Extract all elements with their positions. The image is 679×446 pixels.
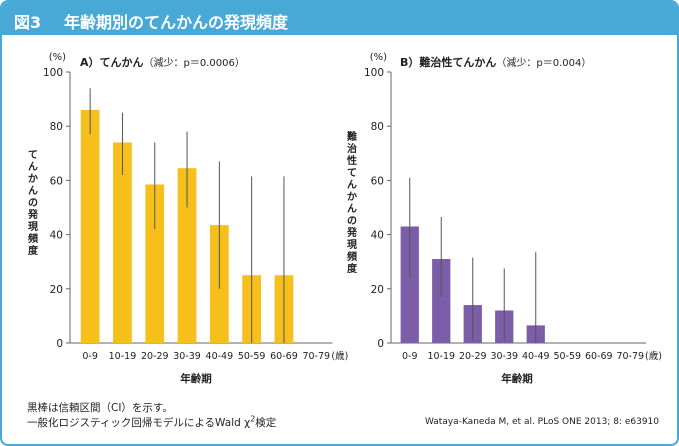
chart-b-y-label-char: 度 xyxy=(347,262,358,275)
chart-b-bar xyxy=(432,258,451,343)
chart-b-y-label-char: か xyxy=(347,191,357,203)
chart-a-x-tick-label: 70-79 xyxy=(302,351,330,362)
chart-b-x-tick-label: 40-49 xyxy=(522,351,550,362)
chart-b-x-tick-label: 0-9 xyxy=(402,351,418,362)
chart-a-x-tick-label: 40-49 xyxy=(206,351,234,362)
chart-b-y-unit: (%) xyxy=(370,52,387,63)
figure-header: 図3 年齢期別のてんかんの発現頻度 xyxy=(2,2,677,35)
test-note-suffix: 検定 xyxy=(255,417,277,429)
chart-b-y-tick-label: 20 xyxy=(371,284,384,296)
test-note: 一般化ロジスティック回帰モデルによるWald χ2検定 xyxy=(27,415,276,430)
chart-b-x-tick-label: 30-39 xyxy=(490,351,518,362)
chart-a-y-label-char: 頻 xyxy=(28,232,38,245)
chart-a-title: A）てんかん（減少：p＝0.0006） xyxy=(80,56,245,69)
chart-b-y-label-char: 発 xyxy=(346,226,358,239)
chart-b-title: B）難治性てんかん（減少：p＝0.004） xyxy=(400,55,591,69)
chart-a-y-tick-label: 80 xyxy=(50,121,63,133)
chart-a-y-label-char: ん xyxy=(28,161,38,173)
chart-a-y-tick-label: 0 xyxy=(56,338,63,350)
chart-a-x-unit: (歳) xyxy=(331,350,348,362)
chart-a-y-label-char: か xyxy=(28,173,38,185)
chart-b-x-label: 年齢期 xyxy=(501,372,533,385)
chart-a-x-tick-label: 60-69 xyxy=(270,351,298,362)
chart-a-x-tick-label: 30-39 xyxy=(173,351,201,362)
chart-a-x-tick-label: 0-9 xyxy=(82,351,98,362)
chart-b-y-tick-label: 100 xyxy=(364,67,384,79)
chart-b-y-label-char: ん xyxy=(347,179,357,191)
chart-a-y-label-char: ん xyxy=(28,185,38,197)
chart-a-y-label-char: 現 xyxy=(28,221,38,233)
figure-label: 図3 xyxy=(14,13,42,32)
chart-a-title-sub: （減少：p＝0.0006） xyxy=(144,56,245,69)
chart-b-y-label-char: 現 xyxy=(347,239,357,251)
chart-a-y-unit: (%) xyxy=(49,52,66,63)
chart-b-bar xyxy=(400,226,419,343)
test-note-text: 一般化ロジスティック回帰モデルによるWald χ xyxy=(27,417,251,429)
chart-b-y-label-char: の xyxy=(347,216,357,227)
chart-b-y-label-char: 性 xyxy=(346,154,357,167)
chart-a-bar xyxy=(113,142,132,343)
chart-a-x-tick-label: 20-29 xyxy=(141,351,169,362)
chart-a-y-label-char: の xyxy=(28,198,38,209)
chi-square-superscript: 2 xyxy=(250,414,256,424)
chart-a-y-label-char: 度 xyxy=(28,244,39,257)
chart-b-y-label: 難治性てんかんの発現頻度 xyxy=(346,130,358,275)
chart-b-x-tick-label: 60-69 xyxy=(585,351,613,362)
chart-a-y-label: てんかんの発現頻度 xyxy=(27,149,39,257)
chart-b-y-tick-label: 40 xyxy=(371,230,384,242)
citation: Wataya-Kaneda M, et al. PLoS ONE 2013; 8… xyxy=(424,417,659,427)
chart-b-y-tick-label: 80 xyxy=(371,121,384,133)
chart-a-bar xyxy=(80,109,100,343)
chart-b-y-label-char: 頻 xyxy=(347,250,357,263)
chart-a-x-label: 年齢期 xyxy=(180,372,212,385)
chart-b-y-label-char: ん xyxy=(347,203,357,215)
chart-b-x-tick-label: 70-79 xyxy=(616,351,644,362)
chart-a-y-tick-label: 20 xyxy=(50,284,63,296)
chart-b-y-label-char: て xyxy=(347,167,357,179)
chart-a-bar xyxy=(145,184,165,343)
chart-b-y-tick-label: 60 xyxy=(371,175,384,187)
chart-b-y-label-char: 難 xyxy=(346,130,357,143)
chart-b-y-label-char: 治 xyxy=(347,142,357,155)
chart-a-y-label-char: て xyxy=(28,149,38,161)
chart-a-y-tick-label: 40 xyxy=(50,230,63,242)
chart-a-x-tick-label: 10-19 xyxy=(109,351,137,362)
chart-b-title-sub: （減少：p＝0.004） xyxy=(496,56,591,69)
chart-a-y-tick-label: 100 xyxy=(43,67,63,79)
chart-b-x-unit: (歳) xyxy=(645,350,662,362)
chart-a-y-label-char: 発 xyxy=(27,208,39,221)
chart-b-x-tick-label: 10-19 xyxy=(427,351,455,362)
chart-b-x-tick-label: 50-59 xyxy=(553,351,581,362)
chart-a-y-tick-label: 60 xyxy=(50,175,63,187)
chart-a-x-tick-label: 50-59 xyxy=(238,351,266,362)
chart-a-bar xyxy=(177,168,197,343)
ci-note: 黒棒は信頼区間（CI）を示す。 xyxy=(27,402,173,414)
chart-b-y-tick-label: 0 xyxy=(377,338,384,350)
chart-b-x-tick-label: 20-29 xyxy=(459,351,487,362)
figure-title: 年齢期別のてんかんの発現頻度 xyxy=(64,13,289,32)
chart-a-title-main: A）てんかん xyxy=(80,56,144,69)
chart-b-title-main: B）難治性てんかん xyxy=(400,55,496,69)
